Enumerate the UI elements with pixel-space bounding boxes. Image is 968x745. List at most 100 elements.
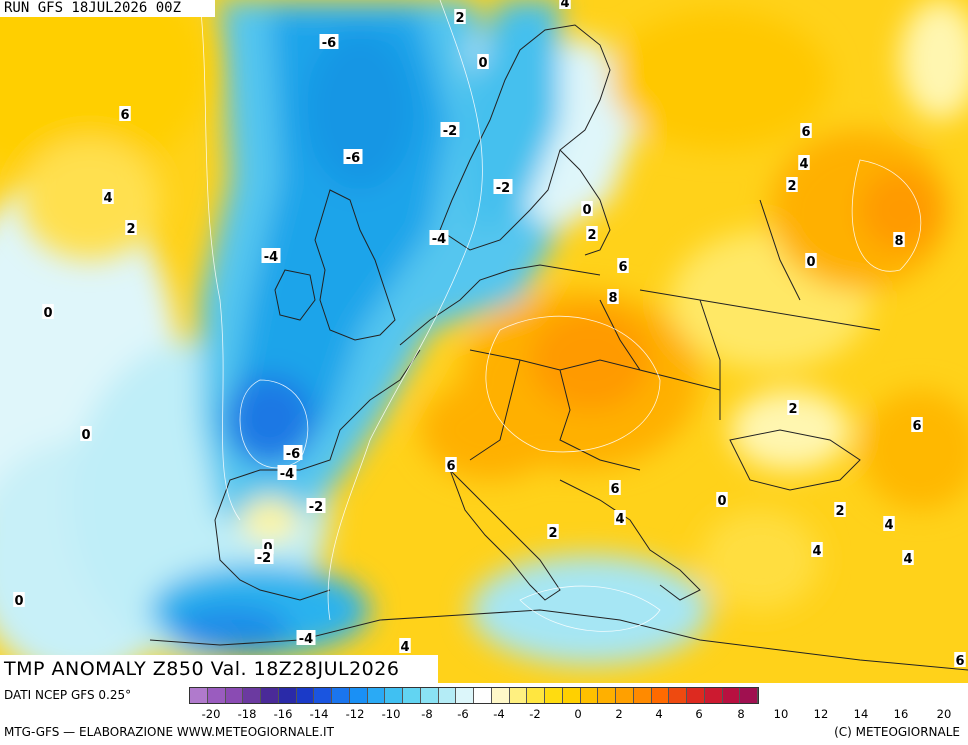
legend-tick: 0 — [574, 707, 582, 721]
contour-label-bg — [614, 510, 626, 525]
contour-label: -4 — [299, 632, 313, 647]
contour-label-bg — [811, 542, 823, 557]
legend-swatch — [704, 688, 723, 703]
contour-lines — [199, 0, 922, 632]
contour-label: -6 — [322, 36, 336, 51]
legend-swatch — [651, 688, 670, 703]
contour-label-bg — [429, 230, 449, 245]
contour-label: 6 — [610, 482, 619, 497]
legend-swatch — [562, 688, 581, 703]
footer: DATI NCEP GFS 0.25° -20 -18 -16 -14 -12 -10 -8… — [0, 683, 968, 745]
legend-swatch — [190, 688, 208, 703]
contour-label: 4 — [799, 157, 808, 172]
contour-label-bg — [477, 54, 489, 69]
contour-label: 2 — [787, 179, 796, 194]
contour-label-bg — [254, 549, 274, 564]
legend-swatch — [243, 688, 261, 703]
legend-swatch — [314, 688, 332, 703]
legend-swatch — [207, 688, 226, 703]
legend-swatch — [403, 688, 421, 703]
color-legend-ticks: -20 -18 -16 -14 -12 -10 -8 -6 -4 -2 0 2 4 6 8 10 12 14 16 2… — [189, 707, 968, 721]
legend-swatch — [349, 688, 368, 703]
legend-swatch — [332, 688, 350, 703]
contour-label: 8 — [894, 234, 903, 249]
coastlines — [149, 24, 968, 671]
legend-tick: 16 — [893, 707, 909, 721]
contour-label-bg — [586, 226, 598, 241]
anomaly-field — [0, 0, 968, 680]
contour-label-bg — [399, 638, 411, 653]
legend-swatch — [296, 688, 315, 703]
contour-label: -4 — [432, 232, 446, 247]
contour-label: -6 — [346, 151, 360, 166]
contour-label-bg — [547, 524, 559, 539]
legend-tick: -10 — [381, 707, 401, 721]
legend-tick: 12 — [813, 707, 829, 721]
contour-label-bg — [607, 289, 619, 304]
legend-tick: 2 — [615, 707, 623, 721]
legend-tick: 4 — [655, 707, 663, 721]
contour-label: 4 — [400, 640, 409, 655]
contour-label-bg — [493, 179, 513, 194]
contour-label: 2 — [455, 11, 464, 26]
contour-label-bg — [262, 539, 274, 554]
contour-label: 2 — [788, 402, 797, 417]
contour-label-bg — [911, 417, 923, 432]
contour-label: 4 — [560, 0, 569, 11]
contour-label: 4 — [615, 512, 624, 527]
legend-swatch — [616, 688, 634, 703]
contour-label: 4 — [884, 518, 893, 533]
legend-tick: 6 — [695, 707, 703, 721]
contour-label-bg — [834, 502, 846, 517]
contour-label: 2 — [835, 504, 844, 519]
legend-swatch — [225, 688, 244, 703]
contour-label-bg — [277, 465, 297, 480]
contour-label: 0 — [717, 494, 726, 509]
credit-right: (C) METEOGIORNALE — [834, 725, 960, 739]
contour-label-bg — [454, 9, 466, 24]
contour-label-bg — [283, 445, 303, 460]
contour-label-bg — [798, 155, 810, 170]
contour-label-bg — [581, 201, 593, 216]
legend-swatch — [740, 688, 758, 703]
legend-swatch — [545, 688, 563, 703]
legend-swatch — [633, 688, 652, 703]
legend-tick: -6 — [457, 707, 469, 721]
legend-tick: 14 — [853, 707, 869, 721]
contour-label: 6 — [912, 419, 921, 434]
contour-label: -2 — [496, 181, 510, 196]
contour-label-bg — [559, 0, 571, 9]
color-legend — [189, 687, 759, 704]
contour-label-bg — [306, 498, 326, 513]
contour-label-bg — [954, 652, 966, 667]
contour-label-bg — [617, 258, 629, 273]
contour-label-bg — [261, 248, 281, 263]
contour-label: -4 — [280, 467, 294, 482]
legend-tick: -2 — [529, 707, 541, 721]
legend-swatch — [687, 688, 705, 703]
contour-label: 8 — [608, 291, 617, 306]
legend-tick: -8 — [421, 707, 433, 721]
legend-swatch — [278, 688, 297, 703]
legend-tick: -14 — [309, 707, 329, 721]
legend-swatch — [367, 688, 386, 703]
contour-label-bg — [125, 220, 137, 235]
legend-swatch — [420, 688, 439, 703]
legend-tick: -12 — [345, 707, 365, 721]
contour-label-bg — [80, 426, 92, 441]
legend-tick: -16 — [273, 707, 293, 721]
contour-label: -2 — [309, 500, 323, 515]
contour-label-bg — [805, 253, 817, 268]
legend-tick: -20 — [201, 707, 221, 721]
contour-label-bg — [445, 457, 457, 472]
contour-label: 0 — [806, 255, 815, 270]
contour-label: 0 — [81, 428, 90, 443]
contour-label-bg — [609, 480, 621, 495]
contour-label: 0 — [43, 306, 52, 321]
legend-tick: -4 — [493, 707, 505, 721]
legend-swatch — [669, 688, 687, 703]
contour-label-bg — [883, 516, 895, 531]
data-source: DATI NCEP GFS 0.25° — [4, 688, 132, 702]
